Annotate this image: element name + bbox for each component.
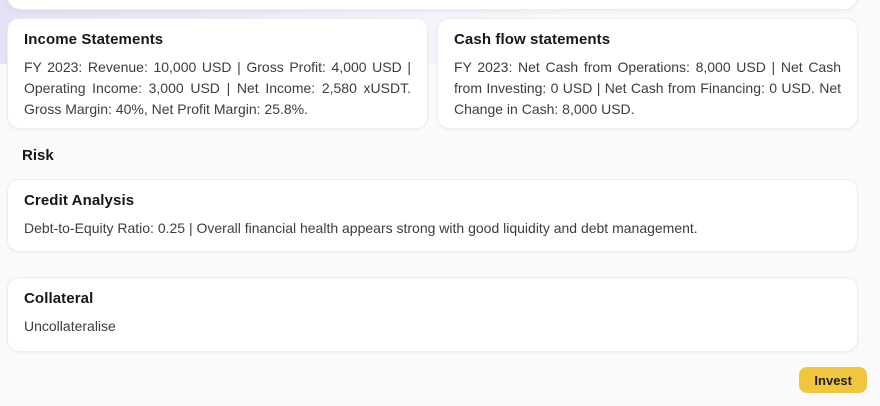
invest-button[interactable]: Invest [799, 367, 867, 393]
cash-flow-statements-title: Cash flow statements [454, 31, 611, 48]
financial-statements-row: Income Statements FY 2023: Revenue: 10,0… [7, 18, 858, 129]
cash-flow-statements-card: Cash flow statements FY 2023: Net Cash f… [437, 18, 858, 129]
credit-analysis-card: Credit Analysis Debt-to-Equity Ratio: 0.… [7, 179, 858, 252]
deal-details-section: Income Statements FY 2023: Revenue: 10,0… [7, 18, 858, 352]
income-statements-text: FY 2023: Revenue: 10,000 USD | Gross Pro… [24, 59, 411, 117]
income-statements-card: Income Statements FY 2023: Revenue: 10,0… [7, 18, 428, 129]
collateral-text: Uncollateralise [24, 318, 116, 334]
top-card-partial [7, 0, 858, 10]
credit-analysis-text: Debt-to-Equity Ratio: 0.25 | Overall fin… [24, 220, 698, 236]
cash-flow-statements-text: FY 2023: Net Cash from Operations: 8,000… [454, 59, 841, 117]
collateral-card: Collateral Uncollateralise [7, 277, 858, 352]
risk-section-heading: Risk [22, 147, 54, 164]
income-statements-title: Income Statements [24, 31, 164, 48]
credit-analysis-title: Credit Analysis [24, 192, 135, 209]
collateral-title: Collateral [24, 290, 94, 307]
